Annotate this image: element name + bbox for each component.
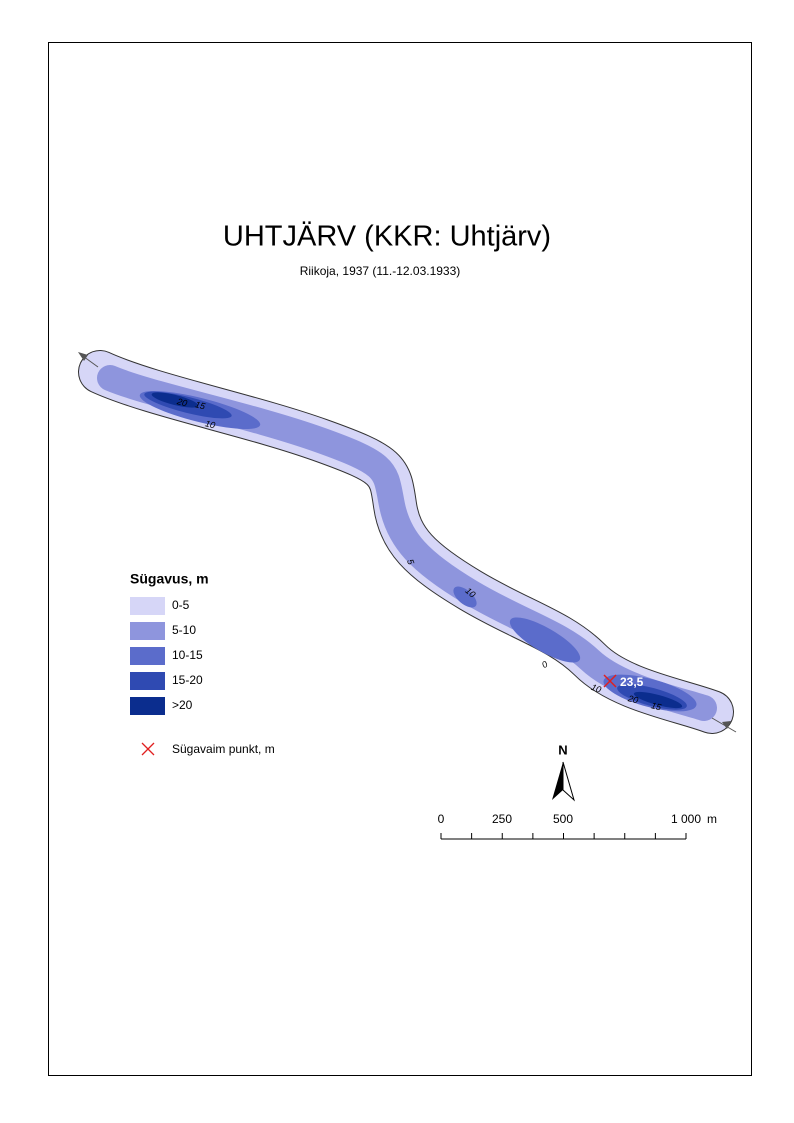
scale-label: 250 (492, 812, 512, 826)
north-arrow-left (552, 762, 563, 800)
map-title: UHTJÄRV (KKR: Uhtjärv) (223, 221, 551, 253)
legend-label: 5-10 (172, 623, 196, 637)
legend-title: Sügavus, m (130, 571, 209, 587)
contour-label: 15 (194, 399, 207, 412)
legend-swatch (130, 672, 165, 690)
contour-label: 0 (540, 659, 549, 670)
scale-label: 0 (438, 812, 445, 826)
contour-label: 10 (463, 585, 477, 599)
legend-swatch (130, 597, 165, 615)
north-arrow-right (562, 761, 575, 802)
legend-swatch (130, 622, 165, 640)
depth-over-20 (151, 392, 199, 408)
scale-label: 1 000 (671, 812, 701, 826)
depth-10-15 (453, 586, 477, 608)
depth-10-15 (509, 617, 581, 663)
deepest-depth: 23,5 (620, 675, 644, 689)
lake (78, 350, 737, 734)
contour-label: 15 (650, 700, 663, 713)
legend-label: 10-15 (172, 648, 203, 662)
frame (48, 42, 752, 1076)
depth-5-10 (97, 365, 717, 721)
contour-label: 10 (204, 418, 216, 430)
contour-label: 20 (626, 693, 639, 706)
legend-deepest-marker (141, 742, 155, 756)
legend-deepest-label: Sügavaim punkt, m (172, 742, 275, 756)
north-label: N (558, 742, 567, 757)
contour-labels: 20 15 10 5 10 0 10 20 15 (175, 396, 663, 713)
legend-swatch (130, 697, 165, 715)
outflow-arrow (78, 352, 88, 361)
map-subtitle: Riikoja, 1937 (11.-12.03.1933) (300, 264, 461, 278)
inflow-arrow (722, 721, 731, 729)
legend-label: 0-5 (172, 598, 190, 612)
contour-label: 10 (590, 682, 603, 695)
scale-label: 500 (553, 812, 573, 826)
legend-label: >20 (172, 698, 193, 712)
legend-swatch (130, 647, 165, 665)
legend: 0-5 5-10 10-15 15-20 >20 (130, 597, 203, 715)
depth-over-20 (633, 691, 683, 709)
legend-label: 15-20 (172, 673, 203, 687)
contour-label: 20 (175, 396, 188, 409)
scale-unit: m (707, 812, 717, 826)
inflow (711, 717, 737, 733)
deepest-point: 23,5 (603, 674, 644, 689)
scale-bar: 0 250 500 1 000 m (438, 812, 717, 840)
contour-label: 5 (405, 558, 416, 567)
north-arrow: N (552, 742, 575, 802)
deepest-marker (603, 674, 617, 688)
